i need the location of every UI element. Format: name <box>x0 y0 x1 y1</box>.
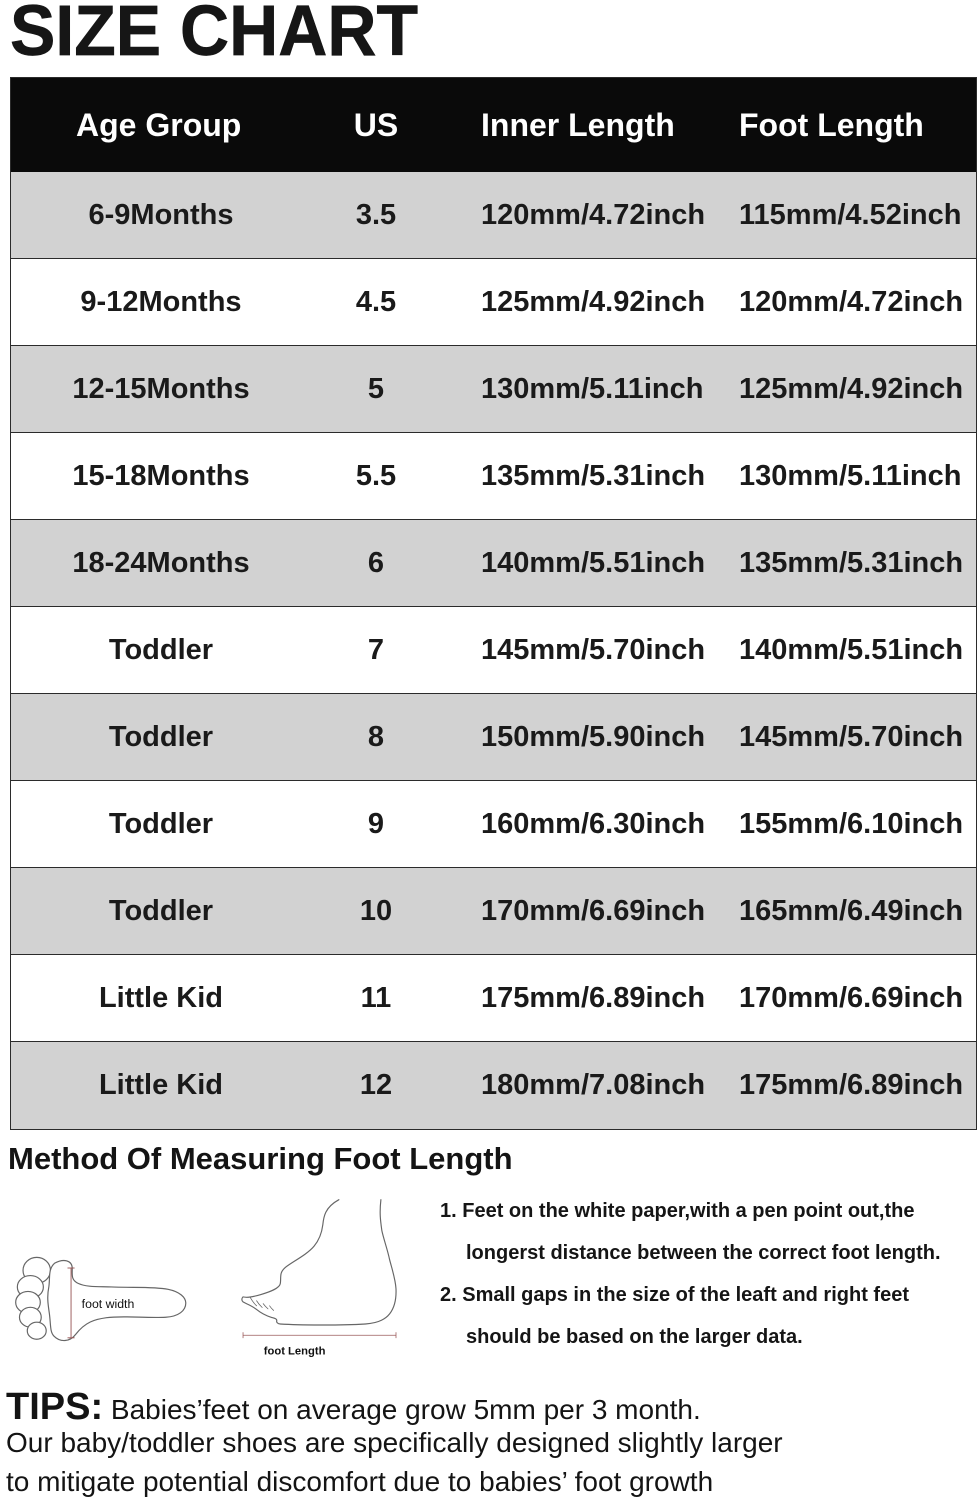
svg-text:foot width: foot width <box>82 1297 135 1311</box>
svg-text:foot Length: foot Length <box>264 1346 326 1358</box>
